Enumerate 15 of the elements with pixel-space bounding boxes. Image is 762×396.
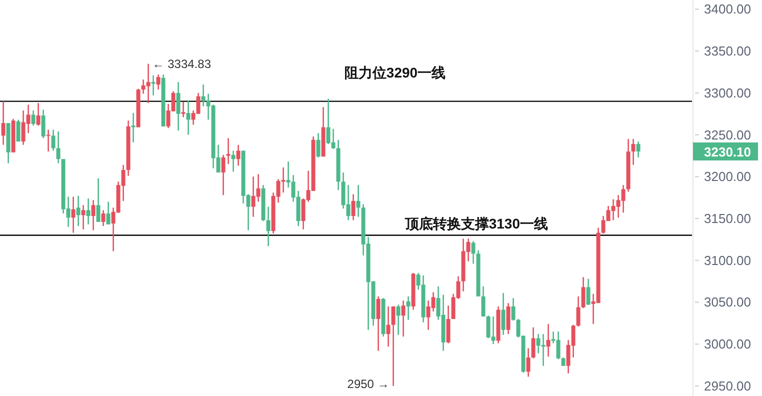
y-tick-label: 3350.00 (704, 44, 751, 59)
y-tick-label: 3300.00 (704, 85, 751, 100)
ref-line-label: 顶底转换支撑3130一线 (404, 215, 548, 232)
annotation: ← 3334.83 (152, 56, 212, 71)
y-tick-label: 3200.00 (704, 169, 751, 184)
ref-line-label: 阻力位3290一线 (344, 64, 446, 80)
y-tick-label: 3050.00 (704, 294, 751, 310)
last-price-tag: 3230.10 (693, 142, 758, 160)
y-tick-label: 3400.00 (704, 2, 751, 17)
annotation: 2950 → (347, 376, 390, 391)
y-tick-label: 2950.00 (704, 378, 751, 394)
y-tick-label: 3000.00 (704, 336, 751, 352)
y-tick-label: 3150.00 (704, 211, 751, 226)
y-tick-label: 3250.00 (704, 127, 751, 142)
y-tick-label: 3100.00 (704, 252, 751, 268)
